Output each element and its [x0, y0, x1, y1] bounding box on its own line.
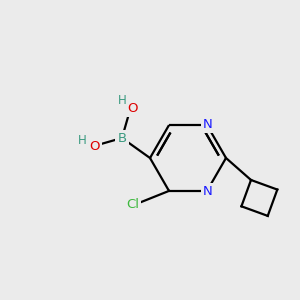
Text: N: N: [203, 185, 213, 198]
Text: O: O: [127, 103, 137, 116]
Text: Cl: Cl: [127, 198, 140, 212]
Text: H: H: [78, 134, 86, 148]
Text: B: B: [117, 131, 127, 145]
Text: H: H: [118, 94, 126, 107]
Text: N: N: [203, 118, 213, 130]
Text: O: O: [90, 140, 100, 152]
